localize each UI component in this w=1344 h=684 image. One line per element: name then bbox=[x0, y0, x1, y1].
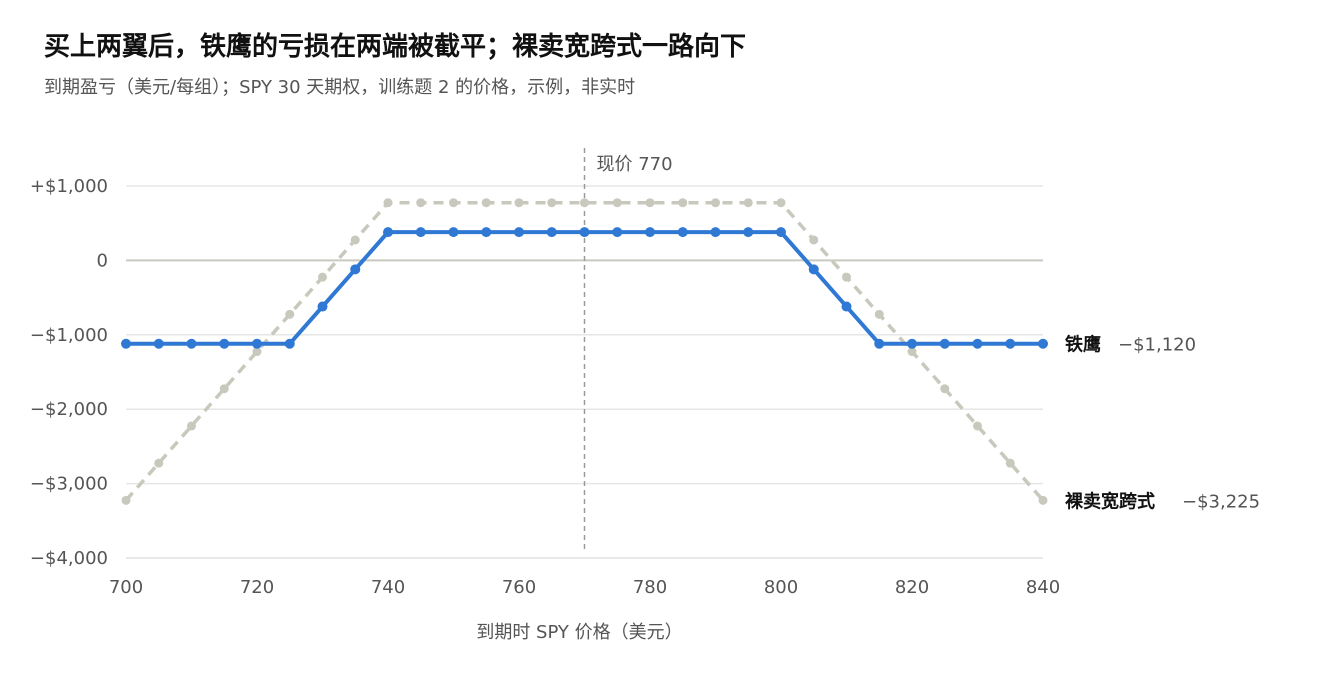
iron-condor-point bbox=[645, 227, 655, 238]
short-strangle-point bbox=[449, 198, 458, 208]
x-tick-label: 800 bbox=[764, 577, 798, 598]
x-axis-title: 到期时 SPY 价格（美元） bbox=[476, 622, 682, 643]
short-strangle-point bbox=[940, 384, 950, 394]
spot-label: 现价 770 bbox=[597, 154, 673, 175]
iron-condor-point bbox=[317, 301, 328, 312]
short-strangle-point bbox=[907, 347, 917, 357]
series-end-value: −$1,120 bbox=[1118, 335, 1196, 356]
short-strangle-point bbox=[612, 198, 622, 208]
x-tick-label: 840 bbox=[1026, 577, 1060, 598]
iron-condor-point bbox=[252, 338, 262, 349]
iron-condor-point bbox=[448, 227, 459, 238]
label-layer: 裸卖宽跨式 −$3,225 铁鹰 −$1,120 bbox=[1065, 334, 1260, 513]
iron-condor-point bbox=[153, 338, 164, 349]
iron-condor-point bbox=[186, 338, 197, 349]
iron-condor-point bbox=[841, 301, 852, 312]
iron-condor-point bbox=[743, 227, 754, 238]
short-strangle-point bbox=[285, 309, 295, 319]
y-tick-label: −$3,000 bbox=[30, 474, 108, 495]
iron-condor-point bbox=[219, 338, 230, 349]
short-strangle-line bbox=[124, 200, 1045, 502]
y-tick-label: −$2,000 bbox=[30, 399, 108, 420]
series-end-value: −$3,225 bbox=[1182, 491, 1260, 512]
iron-condor-point bbox=[514, 227, 524, 238]
short-strangle-point bbox=[645, 198, 655, 208]
short-strangle-point bbox=[1005, 458, 1015, 468]
short-strangle-point bbox=[318, 272, 327, 282]
iron-condor-point bbox=[579, 227, 590, 238]
chart-title: 买上两翼后，铁鹰的亏损在两端被截平；裸卖宽跨式一路向下 bbox=[44, 32, 747, 62]
iron-condor-point bbox=[874, 338, 885, 349]
iron-condor-point bbox=[1005, 338, 1016, 349]
short-strangle-point bbox=[187, 421, 196, 431]
short-strangle-point bbox=[514, 198, 524, 208]
iron-condor-point bbox=[939, 338, 950, 349]
iron-condor-point bbox=[415, 227, 426, 238]
y-tick-label: 0 bbox=[97, 250, 108, 271]
series-end-name: 铁鹰 bbox=[1065, 334, 1101, 356]
iron-condor-point bbox=[284, 338, 295, 349]
short-strangle-point bbox=[547, 198, 557, 208]
short-strangle-point bbox=[350, 235, 360, 245]
x-tick-label: 740 bbox=[371, 577, 405, 598]
iron-condor-point bbox=[121, 338, 131, 349]
iron-condor-point bbox=[1038, 338, 1048, 349]
short-strangle-point bbox=[809, 235, 819, 245]
short-strangle-point bbox=[154, 458, 164, 468]
iron-condor-point bbox=[972, 338, 983, 349]
short-strangle-point bbox=[743, 198, 753, 208]
series-layer bbox=[121, 198, 1048, 505]
iron-condor-point bbox=[481, 227, 492, 238]
short-strangle-point bbox=[776, 198, 786, 208]
short-strangle-point bbox=[874, 309, 884, 319]
iron-condor-point bbox=[546, 227, 557, 238]
x-tick-label: 820 bbox=[895, 577, 929, 598]
iron-condor-point bbox=[383, 227, 393, 238]
iron-condor-point bbox=[677, 227, 688, 238]
short-strangle-point bbox=[416, 198, 426, 208]
short-strangle-point bbox=[842, 272, 851, 282]
spot-layer: 现价 770 bbox=[583, 148, 673, 552]
iron-condor-point bbox=[808, 264, 819, 275]
series-end-name: 裸卖宽跨式 bbox=[1065, 490, 1155, 512]
iron-condor-point bbox=[710, 227, 721, 238]
chart-subtitle: 到期盈亏（美元/每组）；SPY 30 天期权，训练题 2 的价格，示例，非实时 bbox=[44, 77, 636, 98]
iron-condor-point bbox=[350, 264, 361, 275]
short-strangle-point bbox=[711, 198, 720, 208]
short-strangle-point bbox=[580, 198, 589, 208]
iron-condor-point bbox=[776, 227, 786, 238]
iron-condor-point bbox=[612, 227, 623, 238]
y-tick-label: −$4,000 bbox=[30, 548, 108, 569]
x-tick-label: 720 bbox=[240, 577, 274, 598]
x-tick-label: 760 bbox=[502, 577, 536, 598]
iron-condor-point bbox=[907, 338, 917, 349]
short-strangle-point bbox=[121, 495, 131, 505]
short-strangle-point bbox=[678, 198, 688, 208]
short-strangle-point bbox=[383, 198, 393, 208]
short-strangle-point bbox=[1038, 495, 1048, 505]
short-strangle-point bbox=[481, 198, 491, 208]
x-tick-label: 780 bbox=[633, 577, 667, 598]
short-strangle-point bbox=[973, 421, 982, 431]
short-strangle-point bbox=[252, 347, 262, 357]
short-strangle-point bbox=[219, 384, 229, 394]
y-tick-label: +$1,000 bbox=[30, 176, 108, 197]
y-tick-label: −$1,000 bbox=[30, 325, 108, 346]
x-tick-label: 700 bbox=[109, 577, 143, 598]
